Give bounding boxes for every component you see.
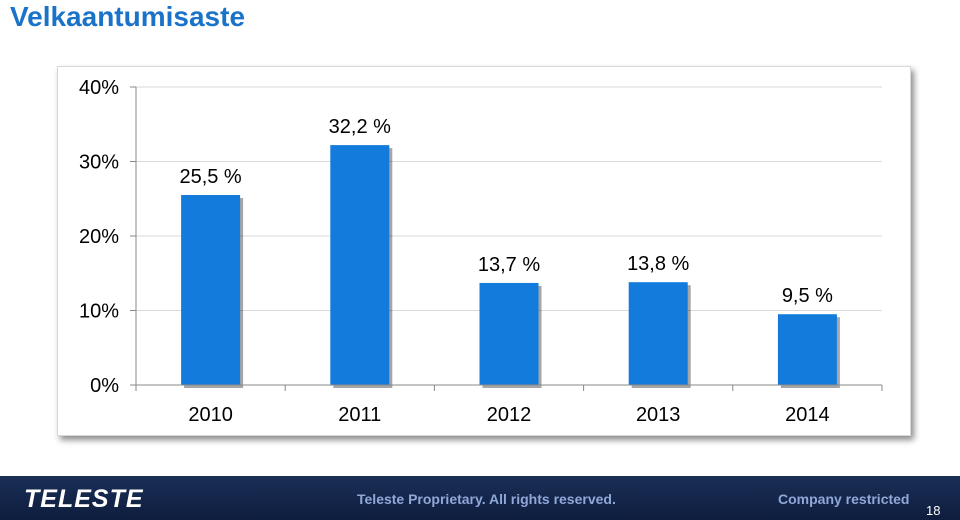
restriction-label: Company restricted: [778, 491, 910, 507]
x-tick-label: 2010: [188, 404, 233, 426]
bar: [628, 282, 688, 385]
y-tick-label: 0%: [90, 375, 119, 397]
y-tick-label: 20%: [79, 226, 119, 248]
bar: [330, 145, 390, 385]
y-tick-label: 40%: [79, 77, 119, 99]
proprietary-notice: Teleste Proprietary. All rights reserved…: [357, 491, 616, 507]
chart-panel: 0% 10% 20% 30% 40% 25,5 % 2010 32,2 % 2011 13,7 %…: [57, 66, 911, 436]
x-tick-label: 2011: [338, 404, 381, 426]
bar: [777, 314, 837, 385]
data-label: 13,7 %: [478, 254, 540, 276]
slide-title: Velkaantumisaste: [10, 1, 246, 32]
data-label: 13,8 %: [627, 253, 689, 275]
x-tick-label: 2012: [487, 404, 532, 426]
data-label: 9,5 %: [782, 285, 833, 307]
x-tick-label: 2013: [636, 404, 681, 426]
bar-chart: 0% 10% 20% 30% 40% 25,5 % 2010 32,2 % 2011 13,7 %…: [79, 77, 883, 426]
x-tick-label: 2014: [785, 404, 830, 426]
footer-bar: TELESTE Teleste Proprietary. All rights …: [0, 476, 960, 520]
data-label: 25,5 %: [179, 166, 241, 188]
y-tick-label: 30%: [79, 152, 119, 174]
bar: [181, 195, 241, 385]
teleste-logo: TELESTE: [24, 485, 144, 513]
bar: [479, 282, 539, 385]
page-number: 18: [926, 503, 941, 518]
y-tick-label: 10%: [79, 301, 119, 323]
data-label: 32,2 %: [329, 116, 391, 138]
